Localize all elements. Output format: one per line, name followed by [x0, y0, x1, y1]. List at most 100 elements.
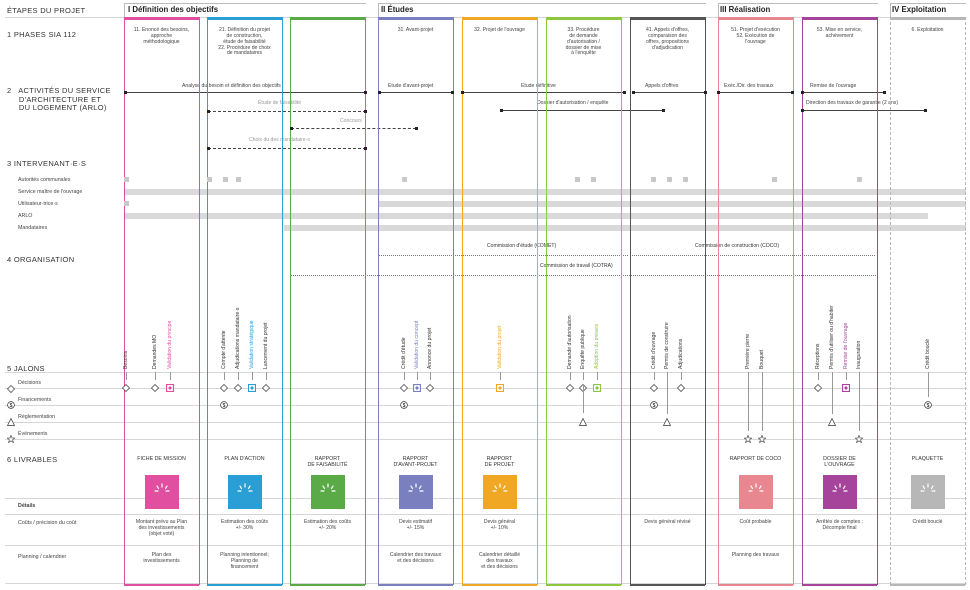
intervenant-marker: [683, 177, 688, 182]
phase-header-tick: [718, 3, 719, 17]
activity-endpoint: [791, 91, 794, 94]
phase-4-title: IV Exploitation: [892, 5, 947, 14]
jalon-icon: [220, 379, 228, 392]
activity-label: Étude de faisabilité: [258, 100, 302, 106]
column-line-left: [290, 17, 291, 585]
section-intervenants: 3 INTERVENANT·E·S: [7, 159, 87, 168]
livrable-document-icon: [822, 475, 857, 509]
intervenant-label: Utilisateur·trice·s: [18, 201, 58, 207]
details-label: Détails: [18, 503, 36, 509]
org-comet: Commission d'étude (COMET): [487, 243, 557, 249]
intervenant-label: Service maître de l'ouvrage: [18, 189, 83, 195]
column-line-left: [462, 17, 463, 585]
activity-endpoint: [924, 109, 927, 112]
activity-line: [633, 92, 706, 93]
column-line-left: [378, 17, 379, 585]
intervenant-marker: [651, 177, 656, 182]
jalon-icon: [495, 379, 505, 393]
jalon-label: Première pierre: [745, 333, 751, 369]
org-comet-line: [378, 255, 628, 256]
jalon-stem: [224, 372, 225, 380]
row-rule: [5, 422, 967, 423]
cost-detail: Estimation des coûts +/- 30%: [221, 519, 268, 531]
jalon-label: Annonce du projet: [427, 327, 433, 369]
row-rule: [5, 405, 967, 406]
sia-phase-text: 11. Enoncé des besoins, approche méthodo…: [133, 27, 190, 45]
sia-phase-text: 32. Projet de l'ouvrage: [474, 27, 525, 33]
jalon-icon: [566, 379, 574, 392]
jalon-stem: [832, 372, 833, 414]
column-line-right: [453, 17, 454, 585]
couts-label: Coûts / précision du coût: [18, 520, 77, 526]
column-bottom-bar: [718, 584, 793, 586]
legend-icon: $: [7, 396, 15, 409]
intervenant-bar: [124, 213, 928, 219]
jalon-label: Crédit d'ouvrage: [651, 331, 657, 369]
column-bottom-bar: [890, 584, 965, 586]
financement-icon: $: [650, 396, 658, 409]
activity-endpoint: [415, 127, 418, 130]
jalon-stem: [762, 372, 763, 431]
jalon-label: Permis d'utiliser ou d'habiter: [829, 305, 835, 369]
jalon-label: Bouquet: [759, 350, 765, 369]
intervenant-marker: [207, 177, 212, 182]
cost-detail: Estimation des coûts +/- 20%: [304, 519, 351, 531]
intervenant-marker: [124, 177, 129, 182]
column-line-right: [537, 17, 538, 585]
activity-endpoint: [290, 127, 293, 130]
svg-text:$: $: [927, 403, 930, 409]
jalon-stem: [583, 372, 584, 380]
financement-icon: $: [400, 396, 408, 409]
intervenant-marker: [124, 201, 129, 206]
activity-line: [463, 92, 625, 93]
phase-header-rule: [890, 3, 966, 4]
legend-reglementation-label: Réglementation: [18, 414, 56, 420]
jalon-stem: [170, 372, 171, 380]
jalon-label: Demandes MO: [152, 334, 158, 369]
intervenant-marker: [591, 177, 596, 182]
activity-endpoint: [207, 147, 210, 150]
column-line-right: [965, 17, 966, 585]
legend-icon: [7, 380, 15, 393]
planning-detail: Calendrier des travaux et des décisions: [389, 552, 442, 564]
jalon-label: Compte d'attente: [221, 330, 227, 369]
livrable-title: FICHE DE MISSION: [137, 456, 186, 462]
jalon-label: Validation du principe: [167, 320, 173, 369]
activity-label: Appels d'offres: [645, 83, 679, 89]
jalon-icon: [662, 413, 672, 426]
section-phases-sia: 1 PHASES SIA 112: [7, 30, 77, 39]
activity-endpoint: [461, 91, 464, 94]
activity-endpoint: [662, 109, 665, 112]
planning-detail: Planning intentionnel; Planning de finan…: [220, 552, 269, 570]
jalon-stem: [597, 372, 598, 380]
column-line-left: [546, 17, 547, 585]
column-line-left: [207, 17, 208, 585]
jalon-stem: [238, 372, 239, 380]
livrable-title: RAPPORT DE COCO: [729, 456, 782, 462]
jalon-label: Adjudications: [678, 338, 684, 369]
reglementation-icon: [578, 413, 588, 426]
activity-endpoint: [801, 109, 804, 112]
jalon-label: Lancement du projet: [263, 322, 269, 369]
phase-3-title: III Réalisation: [720, 5, 771, 14]
activity-line: [501, 110, 664, 111]
row-rule: [5, 388, 967, 389]
jalon-stem: [404, 372, 405, 380]
activity-endpoint: [364, 110, 367, 113]
jalon-label: Besoins: [123, 350, 129, 369]
activity-label: Analyse du besoin et définition des obje…: [182, 83, 281, 89]
jalon-label: Enquête publique: [580, 329, 586, 369]
jalon-stem: [846, 372, 847, 380]
activity-endpoint: [378, 91, 381, 94]
row-rule: [5, 583, 967, 584]
jalon-stem: [583, 386, 584, 413]
intervenant-marker: [223, 177, 228, 182]
jalon-stem: [266, 372, 267, 380]
intervenant-marker: [402, 177, 407, 182]
column-top-bar: [290, 17, 365, 20]
jalon-icon: [234, 379, 242, 392]
livrable-document-icon: [398, 475, 433, 509]
cost-detail: Devis général révisé: [644, 519, 691, 525]
legend-decisions-label: Décisions: [18, 380, 41, 386]
intervenant-marker: [575, 177, 580, 182]
